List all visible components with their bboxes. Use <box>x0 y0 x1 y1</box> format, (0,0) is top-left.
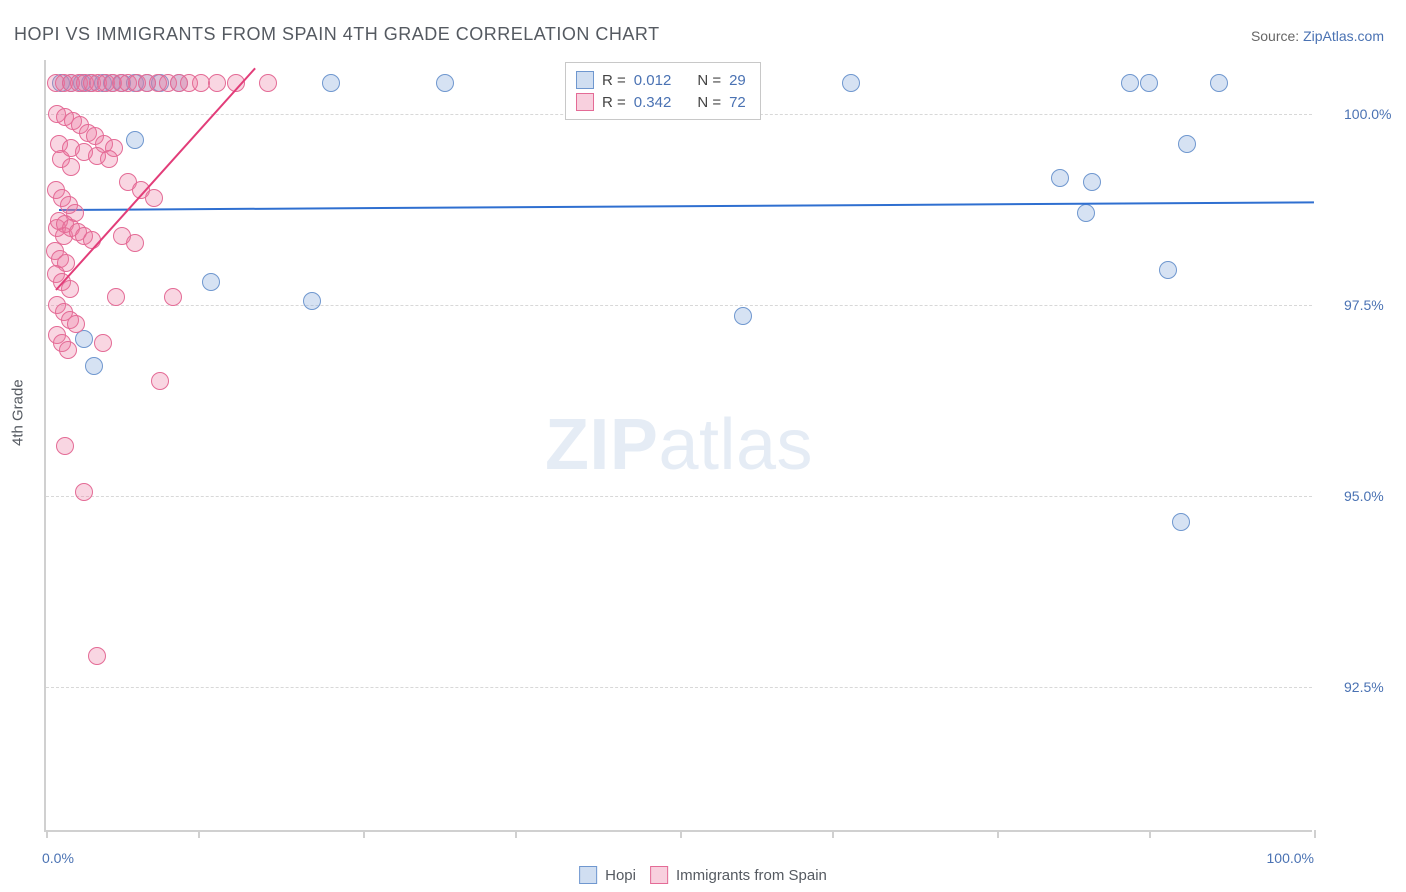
chart-title: HOPI VS IMMIGRANTS FROM SPAIN 4TH GRADE … <box>14 24 660 45</box>
spain-marker <box>59 341 77 359</box>
legend-correlation-box: R = 0.012 N = 29 R = 0.342 N = 72 <box>565 62 761 120</box>
y-tick-label: 95.0% <box>1344 488 1384 504</box>
spain-marker <box>83 231 101 249</box>
chart-container: HOPI VS IMMIGRANTS FROM SPAIN 4TH GRADE … <box>0 0 1406 892</box>
hopi-marker <box>202 273 220 291</box>
hopi-marker <box>1172 513 1190 531</box>
spain-marker <box>61 280 79 298</box>
y-tick-label: 92.5% <box>1344 679 1384 695</box>
hopi-marker <box>842 74 860 92</box>
legend-n-value: 29 <box>729 72 746 89</box>
legend-swatch <box>576 71 594 89</box>
hopi-marker <box>436 74 454 92</box>
spain-marker <box>100 150 118 168</box>
spain-marker <box>67 315 85 333</box>
spain-marker <box>56 437 74 455</box>
hopi-marker <box>1140 74 1158 92</box>
legend-r-value: 0.012 <box>634 72 672 89</box>
legend-series-item: Immigrants from Spain <box>650 866 827 884</box>
hopi-marker <box>1210 74 1228 92</box>
hopi-marker <box>126 131 144 149</box>
source-name[interactable]: ZipAtlas.com <box>1303 28 1384 44</box>
legend-series-item: Hopi <box>579 866 636 884</box>
spain-marker <box>208 74 226 92</box>
hopi-marker <box>1051 169 1069 187</box>
spain-trend-line <box>55 68 256 291</box>
hopi-trend-line <box>59 201 1314 211</box>
legend-series: Hopi Immigrants from Spain <box>579 866 827 884</box>
legend-series-label: Hopi <box>605 867 636 884</box>
hopi-marker <box>734 307 752 325</box>
source-attribution: Source: ZipAtlas.com <box>1251 28 1384 44</box>
hopi-marker <box>75 330 93 348</box>
plot-area: ZIPatlas 92.5%95.0%97.5%100.0%0.0%100.0% <box>44 60 1312 832</box>
legend-r-label: R = <box>602 72 626 89</box>
legend-r-value: 0.342 <box>634 94 672 111</box>
y-tick-label: 97.5% <box>1344 297 1384 313</box>
watermark-atlas: atlas <box>658 405 813 485</box>
x-tick-label: 100.0% <box>1267 850 1314 866</box>
gridline <box>46 687 1312 688</box>
legend-r-label: R = <box>602 94 626 111</box>
spain-marker <box>75 483 93 501</box>
hopi-marker <box>1121 74 1139 92</box>
legend-n-label: N = <box>697 94 721 111</box>
legend-correlation-row: R = 0.012 N = 29 <box>576 69 746 91</box>
hopi-marker <box>322 74 340 92</box>
hopi-marker <box>85 357 103 375</box>
x-tick <box>1149 830 1151 838</box>
x-tick-label: 0.0% <box>42 850 74 866</box>
legend-swatch <box>650 866 668 884</box>
legend-correlation-row: R = 0.342 N = 72 <box>576 91 746 113</box>
legend-series-label: Immigrants from Spain <box>676 867 827 884</box>
spain-marker <box>126 234 144 252</box>
legend-swatch <box>579 866 597 884</box>
hopi-marker <box>1159 261 1177 279</box>
hopi-marker <box>1083 173 1101 191</box>
watermark: ZIPatlas <box>545 404 813 486</box>
spain-marker <box>259 74 277 92</box>
spain-marker <box>151 372 169 390</box>
x-tick <box>198 830 200 838</box>
y-axis-label: 4th Grade <box>10 379 27 446</box>
gridline <box>46 305 1312 306</box>
legend-swatch <box>576 93 594 111</box>
legend-n-label: N = <box>697 72 721 89</box>
x-tick <box>680 830 682 838</box>
x-tick <box>515 830 517 838</box>
spain-marker <box>62 158 80 176</box>
legend-n-value: 72 <box>729 94 746 111</box>
hopi-marker <box>303 292 321 310</box>
x-tick <box>46 830 48 838</box>
source-label: Source: <box>1251 28 1303 44</box>
gridline <box>46 496 1312 497</box>
hopi-marker <box>1077 204 1095 222</box>
spain-marker <box>94 334 112 352</box>
spain-marker <box>192 74 210 92</box>
spain-marker <box>88 647 106 665</box>
x-tick <box>1314 830 1316 838</box>
spain-marker <box>107 288 125 306</box>
x-tick <box>997 830 999 838</box>
watermark-zip: ZIP <box>545 405 659 485</box>
y-tick-label: 100.0% <box>1344 106 1391 122</box>
x-tick <box>832 830 834 838</box>
spain-marker <box>145 189 163 207</box>
x-tick <box>363 830 365 838</box>
hopi-marker <box>1178 135 1196 153</box>
spain-marker <box>164 288 182 306</box>
